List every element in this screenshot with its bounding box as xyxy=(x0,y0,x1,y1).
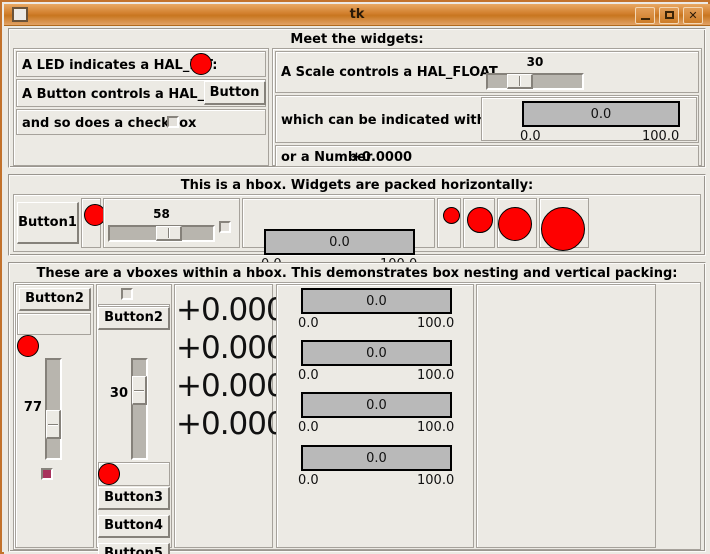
col1-led-cell xyxy=(17,313,91,335)
col4-bar-1-max: 100.0 xyxy=(417,368,455,383)
col4-bar-0: 0.0 xyxy=(301,288,452,314)
col2-button4[interactable]: Button4 xyxy=(98,515,170,538)
hbox-hscale[interactable]: 58 xyxy=(108,207,215,242)
hbox-led-1 xyxy=(443,207,460,224)
checkbox-row-label: and so does a checkbox xyxy=(22,116,197,131)
hal-bit-checkbox[interactable] xyxy=(167,116,179,128)
col4-bar-2-min: 0.0 xyxy=(298,420,319,435)
hbox-bar-widget: 0.0 xyxy=(264,229,415,255)
hal-float-hscale[interactable]: 30 xyxy=(486,55,584,90)
top-section-header: Meet the widgets: xyxy=(290,32,424,47)
col4-bar-0-value: 0.0 xyxy=(366,293,387,309)
col3-number-3: +0.000 xyxy=(176,406,286,442)
col1-led xyxy=(17,335,39,357)
col1-vscale-thumb[interactable] xyxy=(46,410,61,439)
col4-bar-1: 0.0 xyxy=(301,340,452,366)
col4-bar-3-max: 100.0 xyxy=(417,473,455,488)
vbox-col5-frame xyxy=(476,284,656,548)
hbox-checkbox[interactable] xyxy=(219,221,231,233)
col2-vscale[interactable]: 30 xyxy=(110,358,148,460)
led-row xyxy=(16,51,266,77)
col2-led xyxy=(98,463,120,485)
col1-vscale-trough[interactable] xyxy=(45,358,62,460)
col4-bar-3-box xyxy=(301,445,452,471)
col1-button2[interactable]: Button2 xyxy=(19,288,91,311)
col4-bar-2: 0.0 xyxy=(301,392,452,418)
hbox-led-3 xyxy=(498,207,532,241)
close-button[interactable]: ✕ xyxy=(683,7,703,24)
hscale-thumb[interactable] xyxy=(507,74,533,89)
hbox-hscale-value: 58 xyxy=(153,207,170,221)
hbox-bar-box xyxy=(264,229,415,255)
number-row xyxy=(275,145,699,167)
col4-bar-3-min: 0.0 xyxy=(298,473,319,488)
window-menu-icon[interactable] xyxy=(12,7,28,22)
col4-bar-0-max: 100.0 xyxy=(417,316,455,331)
scale-row-label: A Scale controls a HAL_FLOAT... xyxy=(281,65,511,80)
title-bar[interactable]: tk ✕ xyxy=(4,4,710,26)
bar-row-label: which can be indicated with a Bar... xyxy=(281,113,542,128)
hal-bit-button[interactable]: Button xyxy=(204,81,266,105)
hbox-button1[interactable]: Button1 xyxy=(17,202,79,244)
col2-button3[interactable]: Button3 xyxy=(98,487,170,510)
col4-bar-2-box xyxy=(301,392,452,418)
client-area: Meet the widgets: A LED indicates a HAL_… xyxy=(4,26,710,554)
col3-number-0: +0.000 xyxy=(176,292,286,328)
hal-bit-led xyxy=(190,53,212,75)
hbox-section-header: This is a hbox. Widgets are packed horiz… xyxy=(180,178,534,193)
col2-button2[interactable]: Button2 xyxy=(98,307,170,330)
bar-value: 0.0 xyxy=(590,106,612,122)
col4-bar-1-box xyxy=(301,340,452,366)
number-row-label: or a Number xyxy=(281,150,373,165)
hbox-hscale-thumb[interactable] xyxy=(156,226,182,241)
col4-bar-3-value: 0.0 xyxy=(366,450,387,466)
button-row-label: A Button controls a HAL_BIT... xyxy=(22,87,241,102)
col4-bar-0-min: 0.0 xyxy=(298,316,319,331)
close-icon: ✕ xyxy=(688,9,698,22)
minimize-button[interactable] xyxy=(635,7,655,24)
scale-row xyxy=(275,51,699,93)
col4-bar-3: 0.0 xyxy=(301,445,452,471)
hscale-trough[interactable] xyxy=(486,73,584,90)
hbox-bar-value: 0.0 xyxy=(329,234,350,250)
checkbox-row xyxy=(16,109,266,135)
hscale-value: 30 xyxy=(526,55,544,69)
maximize-button[interactable] xyxy=(659,7,679,24)
col1-vscale[interactable]: 77 xyxy=(24,358,62,460)
bar-max-label: 100.0 xyxy=(642,129,680,144)
led-row-label: A LED indicates a HAL_BIT: xyxy=(22,58,218,73)
col4-bar-1-value: 0.0 xyxy=(366,345,387,361)
col2-vscale-value: 30 xyxy=(109,386,128,401)
bar-box xyxy=(522,101,680,127)
col1-checkbox[interactable] xyxy=(41,468,53,480)
minimize-icon xyxy=(640,18,650,20)
col3-number-1: +0.000 xyxy=(176,330,286,366)
bar-min-label: 0.0 xyxy=(520,129,541,144)
col4-bar-2-value: 0.0 xyxy=(366,397,387,413)
col2-vscale-trough[interactable] xyxy=(131,358,148,460)
maximize-icon xyxy=(664,11,674,19)
col2-sep xyxy=(98,304,170,307)
vbox-col3-frame xyxy=(174,284,273,548)
col1-vscale-value: 77 xyxy=(23,400,42,415)
number-row-value: +0.0000 xyxy=(351,150,413,165)
hbox-led-4 xyxy=(541,207,585,251)
col2-button5[interactable]: Button5 xyxy=(98,543,170,554)
col4-bar-0-box xyxy=(301,288,452,314)
col3-number-2: +0.000 xyxy=(176,368,286,404)
col2-checkbox[interactable] xyxy=(121,288,133,300)
hbox-led-2 xyxy=(467,207,493,233)
col4-bar-2-max: 100.0 xyxy=(417,420,455,435)
col2-vscale-thumb[interactable] xyxy=(132,376,147,405)
window-title: tk xyxy=(349,7,365,22)
hal-float-bar: 0.0 xyxy=(522,101,680,127)
col4-bar-1-min: 0.0 xyxy=(298,368,319,383)
vbox-section-header: These are a vboxes within a hbox. This d… xyxy=(36,266,678,281)
